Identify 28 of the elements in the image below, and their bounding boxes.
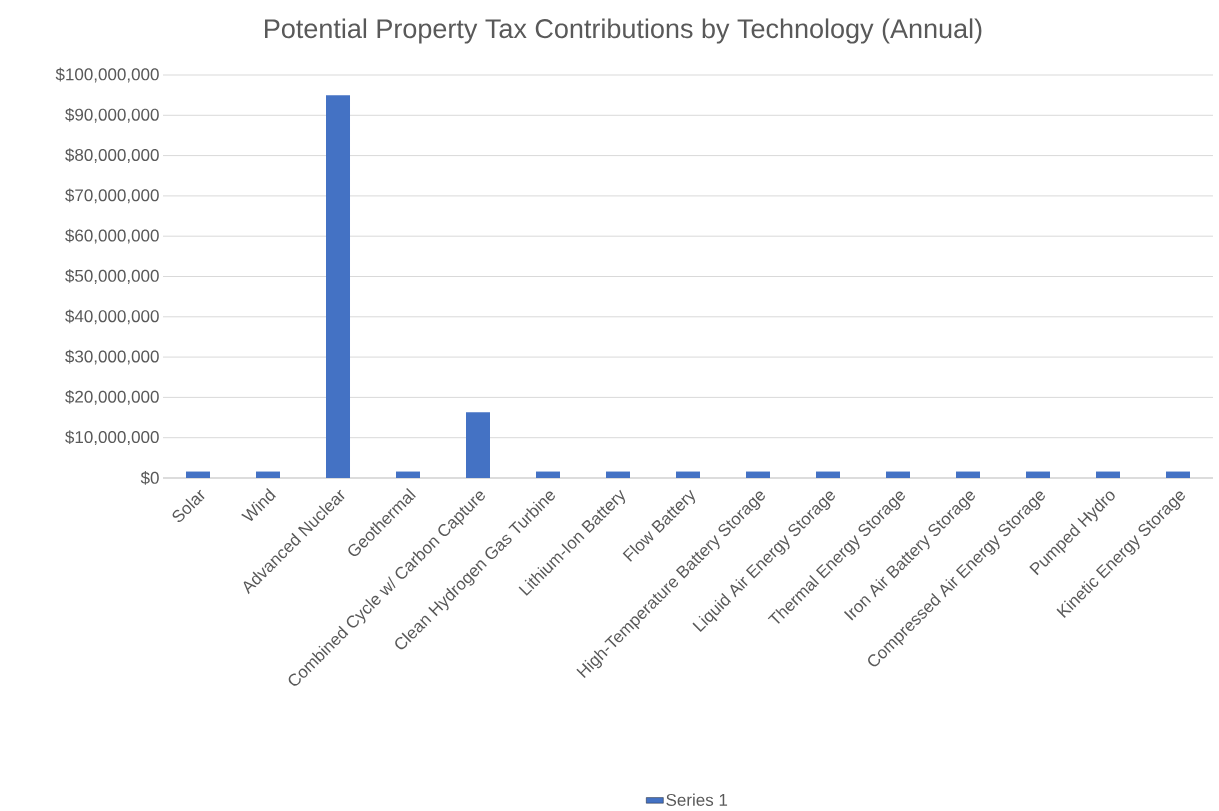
- chart-title: Potential Property Tax Contributions by Technology (Annual): [265, 18, 982, 44]
- bar: [1026, 471, 1050, 478]
- bar: [1096, 471, 1120, 478]
- y-tick-label: $30,000,000: [65, 349, 159, 365]
- y-tick-label: $100,000,000: [55, 67, 159, 83]
- legend-label: Series 1: [666, 793, 728, 806]
- bar: [816, 471, 840, 478]
- bar: [536, 471, 561, 478]
- y-tick-label: $50,000,000: [65, 268, 159, 284]
- bar: [396, 471, 420, 478]
- bar: [326, 95, 351, 478]
- bar: [256, 471, 281, 478]
- y-tick-label: $10,000,000: [65, 430, 159, 445]
- bar: [466, 412, 490, 478]
- bar: [1166, 471, 1190, 478]
- y-tick-label: $70,000,000: [65, 188, 159, 204]
- y-tick-label: $40,000,000: [65, 309, 159, 325]
- bar: [676, 471, 700, 478]
- y-tick-label: $90,000,000: [65, 107, 159, 123]
- bar: [186, 471, 211, 478]
- bar: [746, 471, 770, 478]
- y-tick-label: $0: [140, 470, 159, 485]
- y-tick-label: $20,000,000: [65, 389, 159, 405]
- y-tick-label: $80,000,000: [65, 148, 159, 163]
- bar: [606, 471, 630, 478]
- bar: [886, 471, 910, 478]
- y-tick-label: $60,000,000: [65, 228, 159, 244]
- bar: [956, 471, 980, 478]
